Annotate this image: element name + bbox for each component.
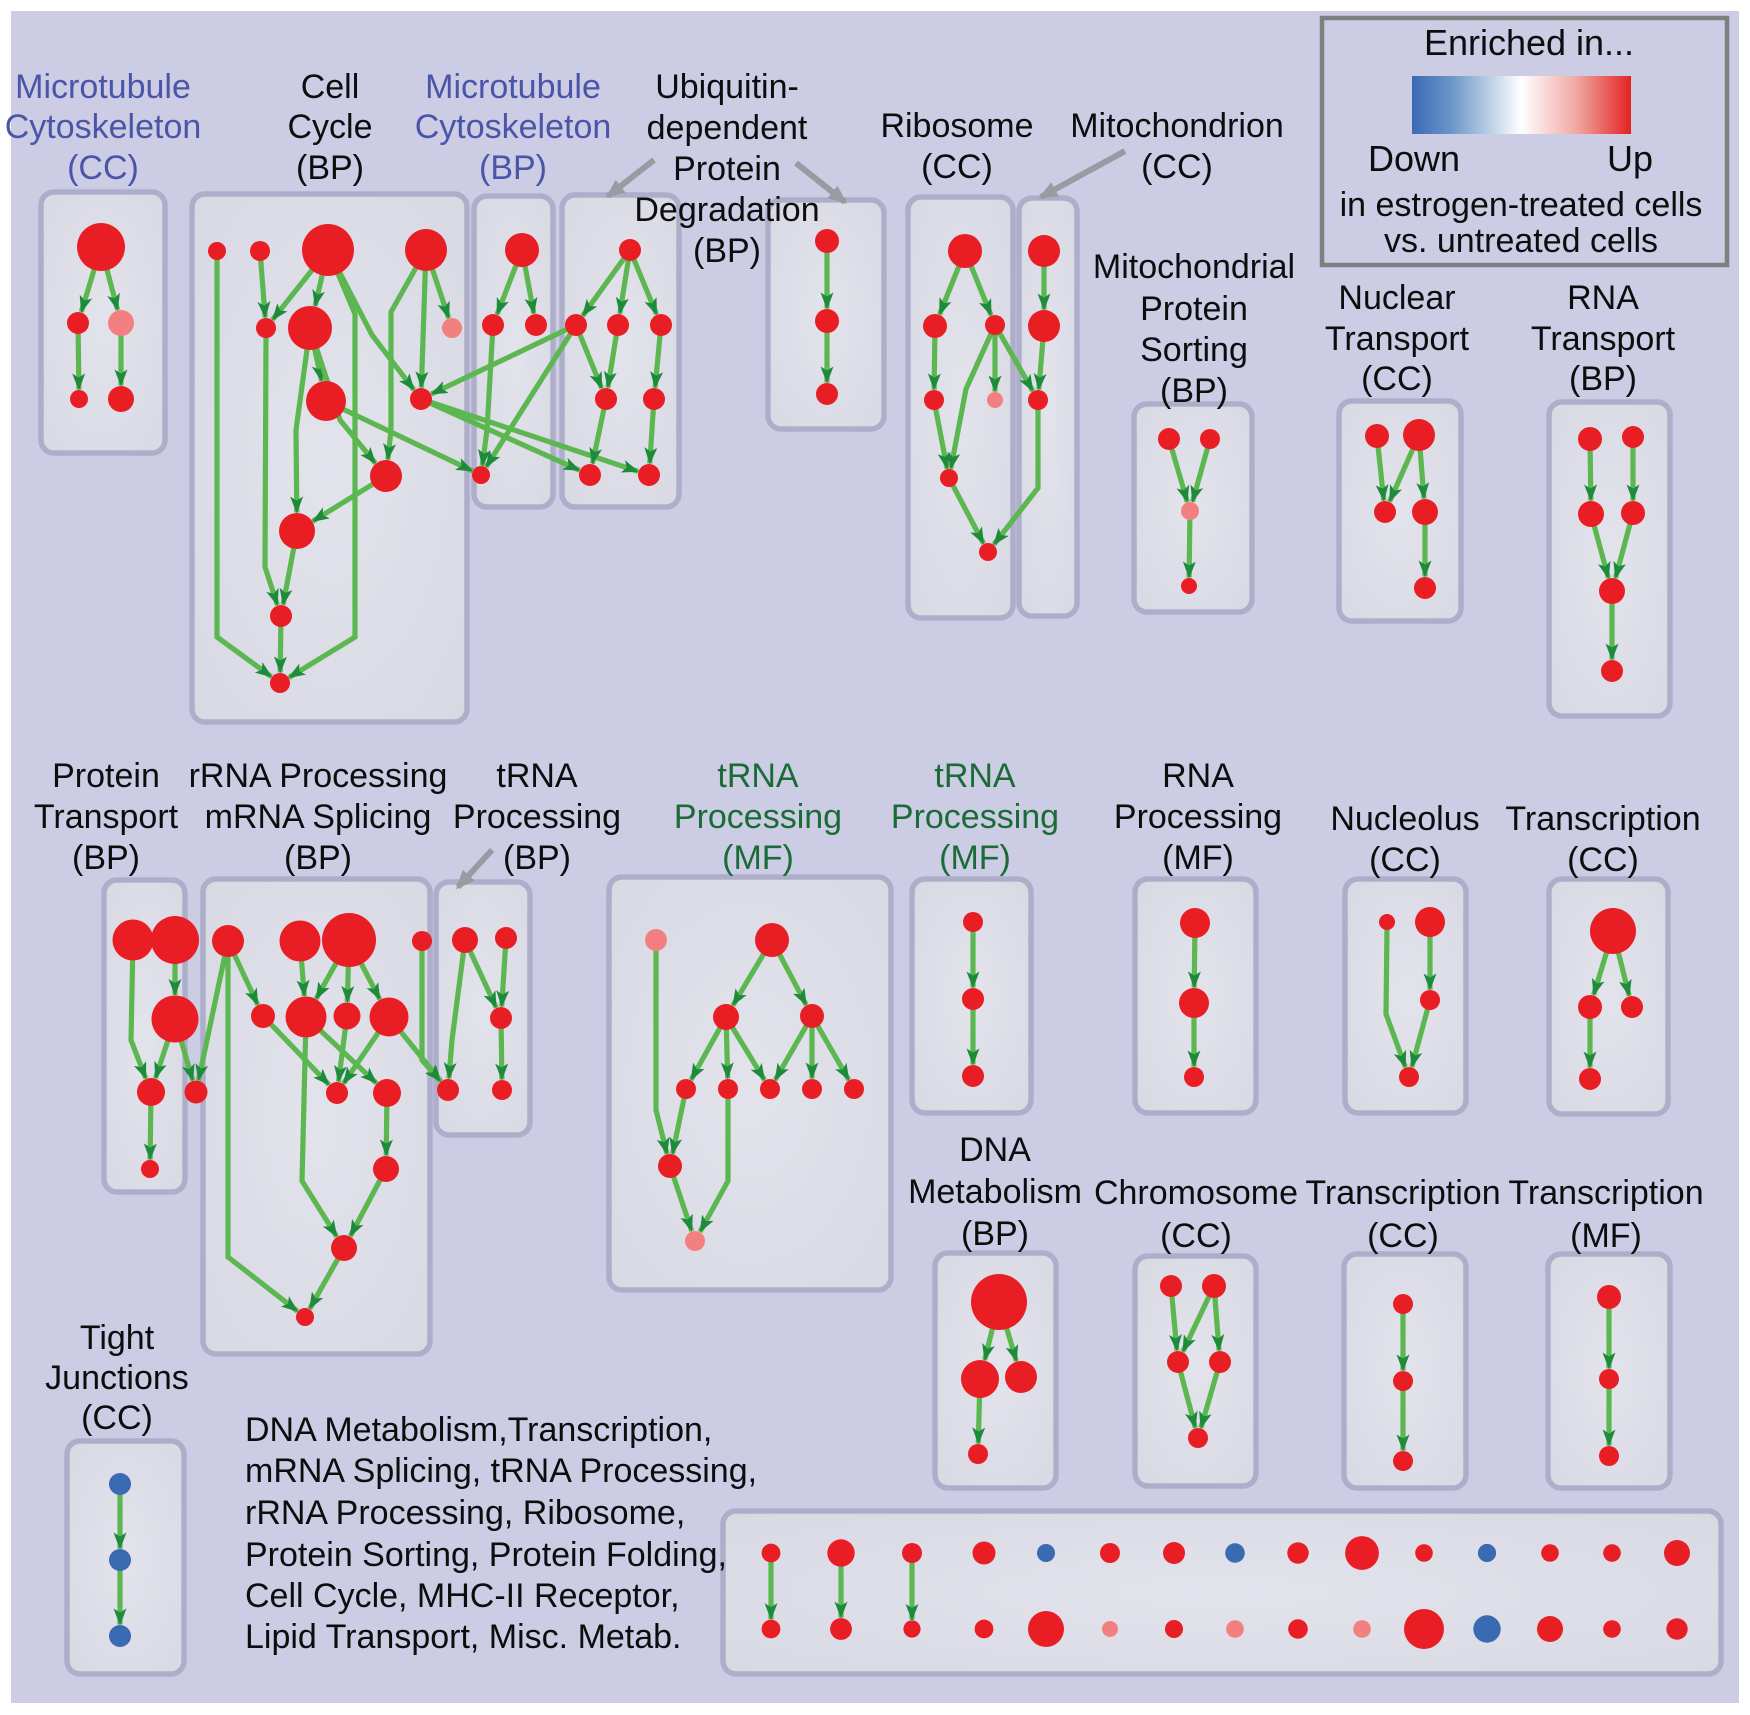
- svg-text:Processing: Processing: [891, 798, 1059, 836]
- svg-text:RNA: RNA: [1162, 757, 1234, 795]
- svg-text:mRNA Splicing, tRNA Processing: mRNA Splicing, tRNA Processing,: [245, 1452, 757, 1490]
- svg-text:Processing: Processing: [453, 798, 621, 836]
- svg-text:Transcription: Transcription: [1505, 800, 1700, 838]
- svg-text:(BP): (BP): [961, 1215, 1029, 1253]
- svg-text:Down: Down: [1368, 138, 1460, 179]
- svg-text:(CC): (CC): [921, 148, 993, 186]
- svg-text:(BP): (BP): [693, 232, 761, 270]
- svg-text:(CC): (CC): [1141, 148, 1213, 186]
- svg-text:Cell Cycle, MHC-II Receptor,: Cell Cycle, MHC-II Receptor,: [245, 1577, 680, 1615]
- svg-text:(BP): (BP): [296, 149, 364, 187]
- svg-text:Cytoskeleton: Cytoskeleton: [5, 108, 202, 146]
- svg-text:(MF): (MF): [1162, 839, 1234, 877]
- svg-text:(CC): (CC): [1567, 841, 1639, 879]
- svg-text:(CC): (CC): [1160, 1217, 1232, 1255]
- svg-text:(BP): (BP): [284, 839, 352, 877]
- svg-text:Transport: Transport: [34, 798, 179, 836]
- svg-text:Mitochondrion: Mitochondrion: [1070, 107, 1284, 145]
- svg-text:Protein Sorting, Protein Foldi: Protein Sorting, Protein Folding,: [245, 1536, 727, 1574]
- svg-text:(CC): (CC): [1361, 360, 1433, 398]
- svg-text:Up: Up: [1607, 138, 1653, 179]
- svg-text:Cell: Cell: [301, 68, 360, 106]
- svg-text:rRNA Processing, Ribosome,: rRNA Processing, Ribosome,: [245, 1494, 685, 1532]
- svg-text:(BP): (BP): [1160, 372, 1228, 410]
- svg-text:rRNA Processing: rRNA Processing: [189, 757, 448, 795]
- svg-text:Tight: Tight: [80, 1319, 155, 1357]
- svg-text:(CC): (CC): [1367, 1217, 1439, 1255]
- svg-text:Ubiquitin-: Ubiquitin-: [655, 68, 799, 106]
- svg-text:Chromosome: Chromosome: [1094, 1174, 1298, 1212]
- svg-text:Mitochondrial: Mitochondrial: [1093, 248, 1295, 286]
- svg-text:Junctions: Junctions: [45, 1359, 189, 1397]
- svg-text:Cycle: Cycle: [287, 108, 372, 146]
- svg-text:Protein: Protein: [673, 150, 781, 188]
- svg-text:Nucleolus: Nucleolus: [1330, 800, 1479, 838]
- svg-text:Metabolism: Metabolism: [908, 1173, 1082, 1211]
- svg-text:Transport: Transport: [1531, 320, 1676, 358]
- svg-text:Cytoskeleton: Cytoskeleton: [415, 108, 612, 146]
- svg-text:(BP): (BP): [479, 149, 547, 187]
- svg-text:tRNA: tRNA: [717, 757, 799, 795]
- svg-text:Transcription: Transcription: [1508, 1174, 1703, 1212]
- svg-text:tRNA: tRNA: [934, 757, 1016, 795]
- svg-text:tRNA: tRNA: [496, 757, 578, 795]
- svg-text:DNA Metabolism,Transcription,: DNA Metabolism,Transcription,: [245, 1411, 712, 1449]
- svg-text:Enriched in...: Enriched in...: [1424, 22, 1634, 63]
- svg-text:Processing: Processing: [674, 798, 842, 836]
- svg-text:Lipid Transport, Misc. Metab.: Lipid Transport, Misc. Metab.: [245, 1618, 682, 1656]
- svg-text:in estrogen-treated cells: in estrogen-treated cells: [1340, 186, 1703, 224]
- svg-text:(CC): (CC): [1369, 841, 1441, 879]
- svg-text:Processing: Processing: [1114, 798, 1282, 836]
- svg-text:Nuclear: Nuclear: [1338, 279, 1455, 317]
- svg-text:(BP): (BP): [72, 839, 140, 877]
- svg-text:Transport: Transport: [1325, 320, 1470, 358]
- svg-text:(CC): (CC): [67, 149, 139, 187]
- svg-text:(MF): (MF): [1570, 1217, 1642, 1255]
- svg-text:Microtubule: Microtubule: [15, 68, 191, 106]
- svg-text:mRNA Splicing: mRNA Splicing: [205, 798, 432, 836]
- svg-text:Microtubule: Microtubule: [425, 68, 601, 106]
- svg-text:Ribosome: Ribosome: [880, 107, 1033, 145]
- svg-text:(MF): (MF): [722, 839, 794, 877]
- svg-text:(BP): (BP): [503, 839, 571, 877]
- svg-text:Sorting: Sorting: [1140, 331, 1248, 369]
- svg-text:(BP): (BP): [1569, 360, 1637, 398]
- svg-text:RNA: RNA: [1567, 279, 1639, 317]
- svg-text:vs. untreated cells: vs. untreated cells: [1384, 222, 1658, 260]
- svg-text:Degradation: Degradation: [634, 191, 819, 229]
- svg-text:(MF): (MF): [939, 839, 1011, 877]
- svg-text:dependent: dependent: [647, 109, 808, 147]
- svg-text:(CC): (CC): [81, 1399, 153, 1437]
- svg-text:DNA: DNA: [959, 1131, 1031, 1169]
- svg-text:Protein: Protein: [52, 757, 160, 795]
- svg-text:Transcription: Transcription: [1305, 1174, 1500, 1212]
- svg-text:Protein: Protein: [1140, 290, 1248, 328]
